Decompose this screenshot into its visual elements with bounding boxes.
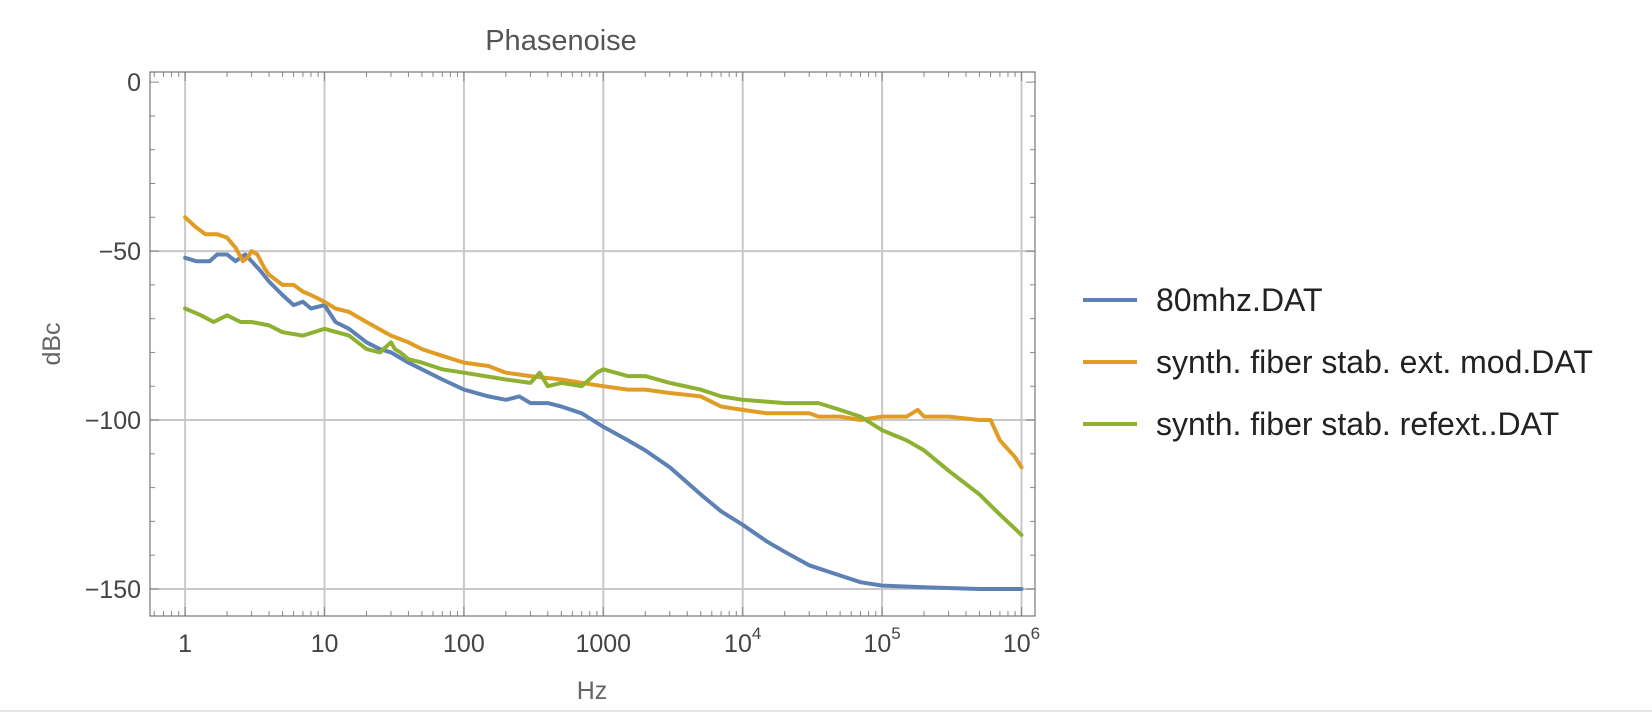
plot-frame: [149, 71, 1036, 617]
y-tick-label: 0: [127, 69, 141, 97]
grid-lines: [150, 72, 1035, 616]
y-tick-label: −150: [85, 576, 141, 604]
x-axis-title: Hz: [577, 677, 608, 705]
series-line-2: [183, 215, 1024, 470]
y-tick-labels: 0 −50 −100 −150: [85, 69, 141, 604]
x-tick-labels: 1 10 100 1000 104 105 106: [178, 624, 1040, 658]
x-tick-label: 1000: [575, 630, 631, 658]
series-line-3: [183, 306, 1024, 537]
y-tick-label: −100: [85, 407, 141, 435]
legend-label: synth. fiber stab. refext..DAT: [1156, 406, 1559, 442]
x-tick-label: 104: [724, 624, 761, 658]
y-tick-label: −50: [99, 238, 141, 266]
x-tick-exponent: 5: [891, 624, 900, 643]
legend: 80mhz.DAT synth. fiber stab. ext. mod.DAT…: [1083, 282, 1593, 442]
x-tick-exponent: 4: [752, 624, 761, 643]
chart-title: Phasenoise: [485, 25, 637, 57]
x-tick-label: 100: [443, 630, 485, 658]
legend-label: 80mhz.DAT: [1156, 282, 1323, 318]
legend-label: synth. fiber stab. ext. mod.DAT: [1156, 344, 1593, 380]
series-line-1: [183, 252, 1024, 591]
x-tick-label: 106: [1003, 624, 1040, 658]
series-lines: [183, 215, 1024, 591]
x-tick-label: 105: [863, 624, 900, 658]
x-tick-label: 10: [311, 630, 339, 658]
y-axis-title: dBc: [38, 322, 66, 365]
bottom-divider: [0, 710, 1652, 712]
x-tick-exponent: 6: [1031, 624, 1040, 643]
minor-ticks: [150, 72, 1035, 616]
x-tick-label: 1: [178, 630, 192, 658]
